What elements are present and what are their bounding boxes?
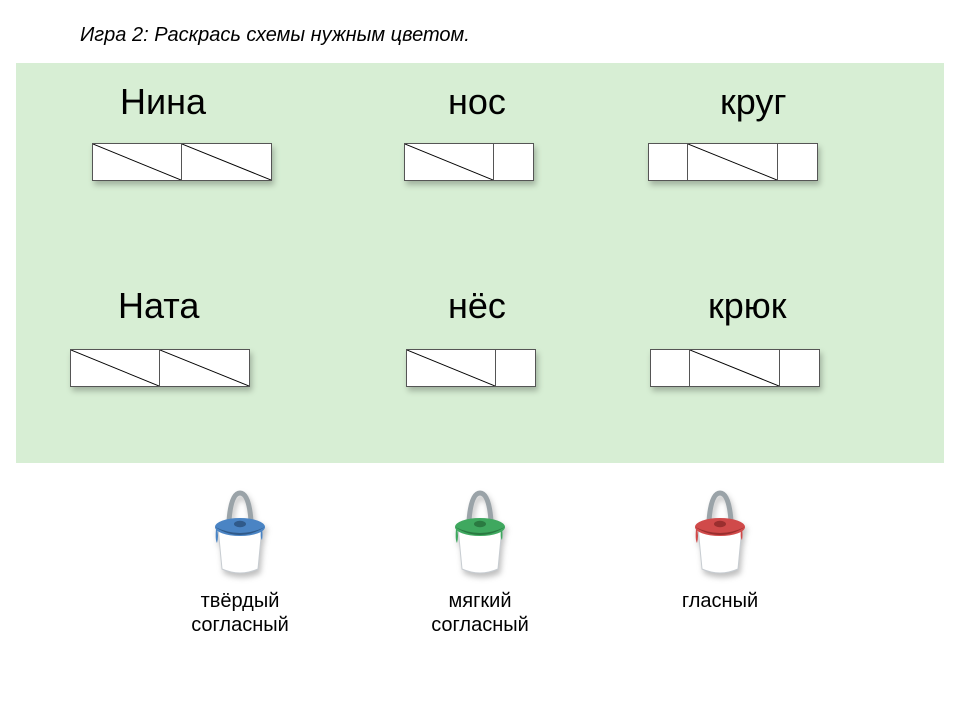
word-label-kryuk: крюк bbox=[708, 285, 787, 327]
scheme-cell[interactable] bbox=[494, 143, 534, 181]
scheme-cell[interactable] bbox=[182, 143, 272, 181]
word-label-nyos: нёс bbox=[448, 285, 506, 327]
scheme-cell[interactable] bbox=[778, 143, 818, 181]
legend-item-hard: твёрдый согласный bbox=[165, 487, 315, 637]
scheme-cell[interactable] bbox=[780, 349, 820, 387]
scheme-cell[interactable] bbox=[690, 349, 780, 387]
scheme-cell[interactable] bbox=[404, 143, 494, 181]
scheme-cell[interactable] bbox=[650, 349, 690, 387]
scheme-nina[interactable] bbox=[92, 143, 272, 181]
words-grid: Нина нос круг Ната нёс крюк bbox=[16, 63, 944, 463]
scheme-cell[interactable] bbox=[648, 143, 688, 181]
legend-item-vowel: гласный bbox=[645, 487, 795, 637]
scheme-cell[interactable] bbox=[406, 349, 496, 387]
scheme-cell[interactable] bbox=[496, 349, 536, 387]
legend-label: гласный bbox=[682, 589, 758, 613]
scheme-cell[interactable] bbox=[70, 349, 160, 387]
scheme-cell[interactable] bbox=[92, 143, 182, 181]
paint-bucket-icon[interactable] bbox=[447, 487, 513, 575]
legend: твёрдый согласный мягкий согласный гласн… bbox=[0, 487, 960, 637]
paint-bucket-icon[interactable] bbox=[207, 487, 273, 575]
word-label-nos: нос bbox=[448, 81, 506, 123]
legend-label: мягкий согласный bbox=[431, 589, 529, 637]
scheme-nos[interactable] bbox=[404, 143, 534, 181]
scheme-cell[interactable] bbox=[688, 143, 778, 181]
word-label-nina: Нина bbox=[120, 81, 206, 123]
word-label-nata: Ната bbox=[118, 285, 199, 327]
legend-label: твёрдый согласный bbox=[191, 589, 289, 637]
worksheet-panel: Нина нос круг Ната нёс крюк bbox=[16, 63, 944, 463]
scheme-krug[interactable] bbox=[648, 143, 818, 181]
word-label-krug: круг bbox=[720, 81, 787, 123]
scheme-nata[interactable] bbox=[70, 349, 250, 387]
scheme-cell[interactable] bbox=[160, 349, 250, 387]
page-title: Игра 2: Раскрась схемы нужным цветом. bbox=[0, 0, 960, 63]
scheme-nyos[interactable] bbox=[406, 349, 536, 387]
legend-item-soft: мягкий согласный bbox=[405, 487, 555, 637]
scheme-kryuk[interactable] bbox=[650, 349, 820, 387]
paint-bucket-icon[interactable] bbox=[687, 487, 753, 575]
